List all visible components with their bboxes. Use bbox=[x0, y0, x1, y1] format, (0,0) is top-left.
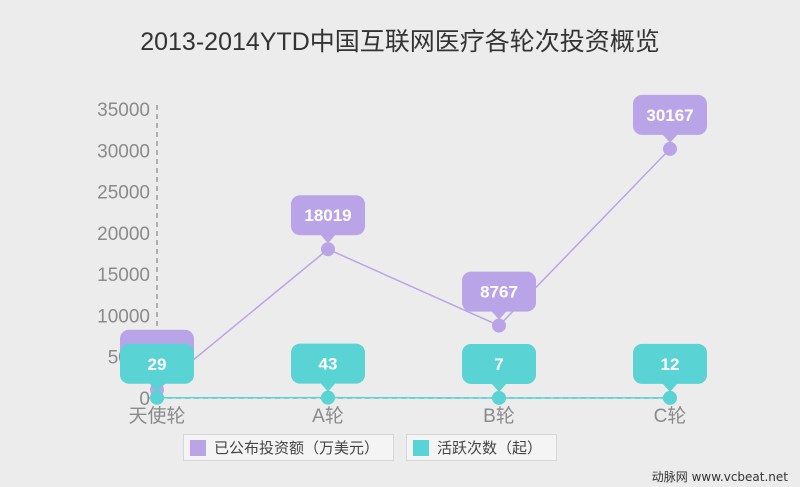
y-tick-label: 35000 bbox=[97, 100, 150, 121]
legend: 已公布投资额（万美元） 活跃次数（起） bbox=[183, 434, 558, 461]
y-tick-label: 0 bbox=[139, 389, 150, 410]
legend-item-investment[interactable]: 已公布投资额（万美元） bbox=[183, 434, 395, 461]
callout-investment-label: 8767 bbox=[480, 283, 518, 302]
series-investment bbox=[150, 141, 677, 397]
callout-investment: 18019 bbox=[291, 195, 365, 244]
legend-item-active-count[interactable]: 活跃次数（起） bbox=[406, 434, 558, 461]
x-tick-label: 天使轮 bbox=[128, 405, 185, 427]
callout-active-count-box bbox=[291, 343, 365, 384]
callout-active-count-pointer bbox=[149, 382, 165, 392]
y-tick-label: 10000 bbox=[97, 306, 150, 327]
watermark: 动脉网 www.vcbeat.net bbox=[651, 470, 788, 484]
callout-active-count-label: 29 bbox=[148, 355, 167, 374]
y-tick-label: 15000 bbox=[97, 265, 150, 286]
legend-label-investment: 已公布投资额（万美元） bbox=[214, 439, 380, 457]
callouts: 18019 8767 30167 29 43 7 12 bbox=[120, 94, 707, 392]
callout-active-count: 7 bbox=[462, 343, 536, 392]
y-tick-label: 20000 bbox=[97, 224, 150, 245]
legend-swatch-active-count bbox=[413, 439, 430, 456]
x-tick-label: B轮 bbox=[483, 405, 515, 427]
x-tick-label: A轮 bbox=[312, 405, 344, 427]
callout-active-count-pointer bbox=[662, 382, 678, 392]
active-count-point bbox=[663, 390, 677, 405]
callout-active-count: 43 bbox=[291, 343, 365, 392]
callout-investment-label: 18019 bbox=[304, 206, 351, 225]
callout-active-count: 29 bbox=[120, 343, 194, 392]
callout-active-count-box bbox=[462, 343, 536, 384]
callout-active-count-box bbox=[633, 343, 707, 384]
active-count-point bbox=[321, 390, 335, 405]
investment-point bbox=[663, 141, 677, 156]
active-count-point bbox=[492, 390, 506, 405]
y-tick-label: 25000 bbox=[97, 183, 150, 204]
investment-point bbox=[492, 318, 506, 333]
legend-swatch-investment bbox=[190, 439, 206, 456]
callout-investment-box bbox=[462, 271, 536, 312]
callout-active-count-box bbox=[120, 343, 194, 384]
callout-investment-label: 30167 bbox=[646, 106, 693, 125]
callout-active-count-pointer bbox=[491, 382, 507, 392]
callout-investment-box bbox=[291, 195, 365, 236]
callout-active-count-label: 12 bbox=[661, 355, 680, 374]
x-tick-label: C轮 bbox=[654, 405, 687, 427]
callout-active-count-pointer bbox=[320, 382, 336, 392]
investment-line bbox=[156, 148, 671, 391]
callout-investment-pointer bbox=[491, 310, 507, 320]
callout-investment-pointer bbox=[320, 234, 336, 244]
legend-label-active-count: 活跃次数（起） bbox=[437, 439, 543, 457]
callout-investment-box bbox=[633, 94, 707, 135]
chart-title: 2013-2014YTD中国互联网医疗各轮次投资概览 bbox=[140, 28, 660, 56]
callout-investment: 30167 bbox=[633, 94, 707, 143]
callout-active-count-label: 43 bbox=[319, 355, 338, 374]
y-tick-label: 30000 bbox=[97, 141, 150, 162]
active-count-point bbox=[150, 390, 164, 405]
callout-investment: 8767 bbox=[462, 271, 536, 320]
series-active-count bbox=[150, 390, 677, 405]
callout-active-count-label: 7 bbox=[494, 355, 503, 374]
investment-point bbox=[321, 242, 335, 257]
callout-active-count: 12 bbox=[633, 343, 707, 392]
callout-investment-pointer bbox=[662, 133, 678, 143]
